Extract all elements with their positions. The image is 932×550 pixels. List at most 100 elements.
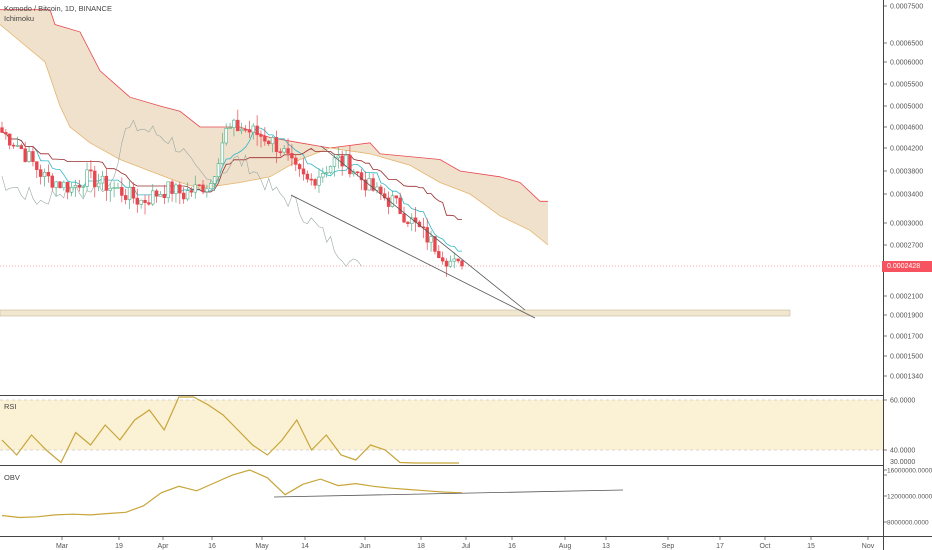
rsi-tick-label: 40.0000 xyxy=(890,448,915,455)
price-tick-label: 0.0005500 xyxy=(890,82,923,89)
candle-body xyxy=(286,148,290,154)
price-tick-label: 0.0004200 xyxy=(890,146,923,153)
time-tick-label: Oct xyxy=(760,543,771,550)
candle-body xyxy=(4,132,8,135)
candle-body xyxy=(46,171,51,177)
candle-body xyxy=(297,164,302,170)
candle-body xyxy=(31,151,35,162)
price-axis[interactable]: 0.0007500 0.0006500 0.0006000 0.0005500 0.00… xyxy=(883,4,923,381)
time-tick-label: Mar xyxy=(56,543,69,550)
candle-body xyxy=(181,192,186,200)
candle-body xyxy=(263,136,267,142)
obv-axis: 16000000.0000 12000000.0000 8000000.0000 xyxy=(883,468,932,527)
candle-body xyxy=(390,195,395,207)
candle-body xyxy=(448,260,453,267)
price-tick-label: 0.0003800 xyxy=(890,169,923,176)
candle-body xyxy=(301,168,306,175)
candle-body xyxy=(42,171,47,177)
obv-tick-label: 16000000.0000 xyxy=(887,468,932,475)
price-tick-label: 0.0005000 xyxy=(890,104,923,111)
price-tick-label: 0.0002700 xyxy=(890,243,923,250)
obv-trendline xyxy=(273,489,624,498)
candle-body xyxy=(147,202,151,205)
candle-body xyxy=(96,182,101,188)
time-axis[interactable]: Mar 19 Apr 16 May 14 Jun 18 Jul 16 Aug 13 Sep 17 Oct 15… xyxy=(56,536,875,550)
candle-body xyxy=(15,145,20,147)
price-tick-label: 0.0006000 xyxy=(890,60,923,67)
symbol-title: Komodo / Bitcoin, 1D, BINANCE xyxy=(4,4,112,13)
candle-body xyxy=(224,128,228,144)
candle-body xyxy=(66,181,70,193)
senkou-span-b xyxy=(0,24,549,246)
time-tick-label: 18 xyxy=(417,543,425,550)
rsi-axis: 60.0000 40.0000 30.0000 xyxy=(883,398,915,476)
candle-body xyxy=(212,176,217,184)
candle-body xyxy=(363,179,368,191)
time-tick-label: 16 xyxy=(208,543,216,550)
candle-body xyxy=(270,137,275,145)
rsi-band xyxy=(0,400,883,450)
rsi-tick-label: 60.0000 xyxy=(890,398,915,405)
candle-body xyxy=(328,166,333,173)
price-pane[interactable] xyxy=(0,9,883,319)
candle-body xyxy=(228,127,232,129)
candle-body xyxy=(402,213,406,223)
rsi-pane[interactable] xyxy=(0,396,883,464)
candle-body xyxy=(93,170,97,188)
price-tick-label: 0.0002100 xyxy=(890,294,923,301)
candle-body xyxy=(325,172,329,174)
candle-body xyxy=(437,251,441,259)
rsi-tick-label: 30.0000 xyxy=(890,459,915,466)
wedge-lower-line xyxy=(290,194,536,319)
candle-body xyxy=(62,181,66,189)
candle-body xyxy=(220,142,225,164)
candle-body xyxy=(340,155,344,167)
price-tick-label: 0.0001340 xyxy=(890,374,923,381)
candle-body xyxy=(309,178,313,181)
candle-body xyxy=(108,187,112,191)
candle-body xyxy=(69,186,74,193)
candle-body xyxy=(452,258,456,262)
candle-body xyxy=(38,169,43,177)
candle-body xyxy=(154,190,159,197)
candle-body xyxy=(23,148,27,162)
candle-body xyxy=(123,195,128,200)
price-tick-label: 0.0001500 xyxy=(890,354,923,361)
candle-body xyxy=(348,154,352,175)
obv-pane[interactable] xyxy=(1,469,624,519)
candle-body xyxy=(143,199,147,203)
last-price-tag: 0.0002428 xyxy=(882,261,932,272)
candle-body xyxy=(77,185,82,188)
candle-body xyxy=(139,199,143,205)
time-tick-label: Apr xyxy=(158,543,170,550)
time-tick-label: Jul xyxy=(462,543,471,550)
candle-body xyxy=(460,260,464,267)
candle-body xyxy=(131,187,136,199)
candle-body xyxy=(294,157,298,165)
candle-body xyxy=(313,179,317,186)
candle-body xyxy=(201,184,205,193)
ichimoku-lines xyxy=(1,119,462,267)
ichimoku-cloud xyxy=(0,9,549,246)
candle-body xyxy=(274,137,279,152)
candle-body xyxy=(336,155,341,159)
time-tick-label: Sep xyxy=(662,543,675,550)
candle-body xyxy=(216,163,221,177)
candle-body xyxy=(11,144,16,147)
candle-body xyxy=(174,184,178,194)
candle-body xyxy=(162,194,167,199)
candle-body xyxy=(433,236,437,252)
time-tick-label: Jun xyxy=(359,543,370,550)
candle-body xyxy=(73,185,78,188)
candle-body xyxy=(317,176,321,186)
time-tick-label: May xyxy=(255,543,269,550)
candle-body xyxy=(112,187,116,189)
candle-body xyxy=(267,140,271,145)
price-tick-label: 0.0006500 xyxy=(890,41,923,48)
candle-body xyxy=(0,127,4,133)
time-tick-label: Aug xyxy=(559,543,572,550)
rsi-line xyxy=(1,396,459,464)
candle-body xyxy=(290,153,294,159)
obv-tick-label: 12000000.0000 xyxy=(887,494,932,501)
